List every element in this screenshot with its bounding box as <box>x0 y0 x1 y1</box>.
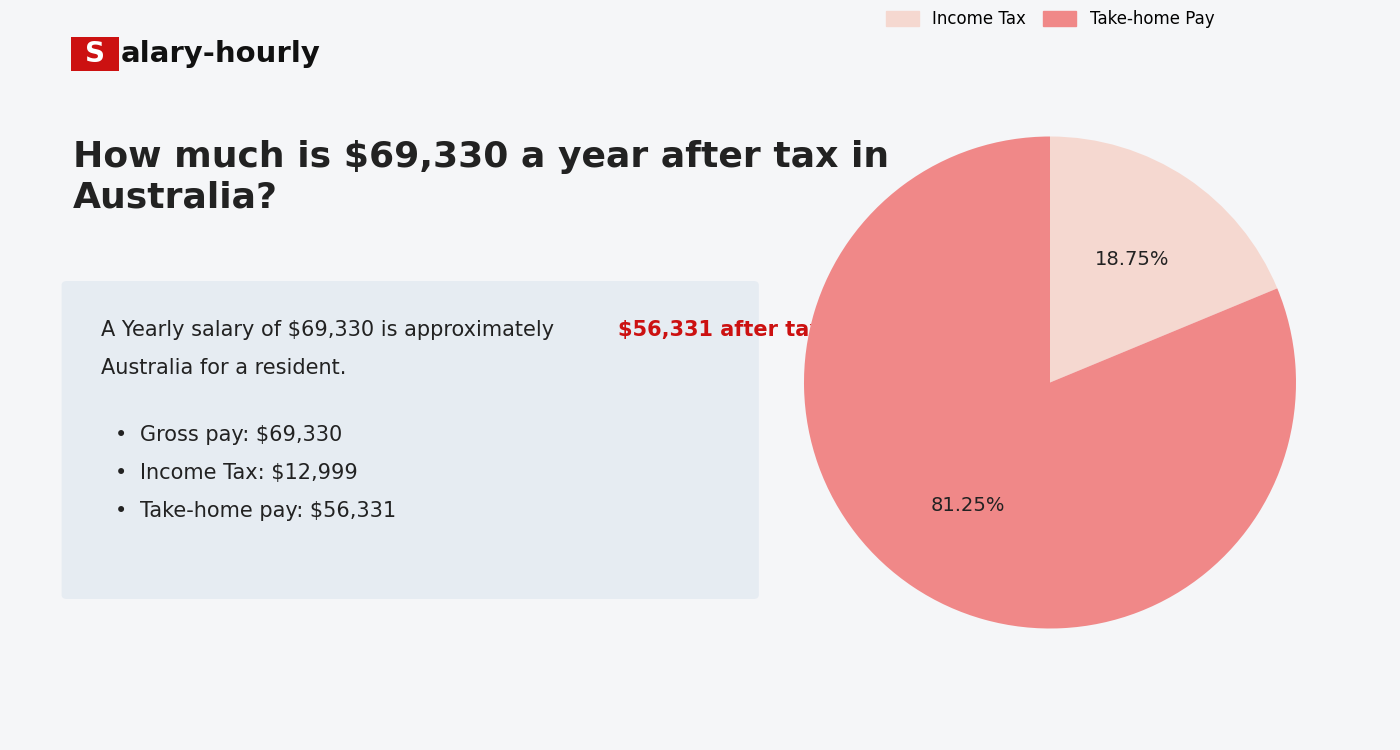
Text: •: • <box>115 425 127 445</box>
Text: Income Tax: $12,999: Income Tax: $12,999 <box>140 463 358 483</box>
Text: 81.25%: 81.25% <box>931 496 1005 514</box>
Text: S: S <box>85 40 105 68</box>
Text: Gross pay: $69,330: Gross pay: $69,330 <box>140 425 342 445</box>
Text: Australia?: Australia? <box>73 180 277 214</box>
Text: •: • <box>115 501 127 521</box>
Text: How much is $69,330 a year after tax in: How much is $69,330 a year after tax in <box>73 140 889 174</box>
Text: Take-home pay: $56,331: Take-home pay: $56,331 <box>140 501 396 521</box>
Text: alary-hourly: alary-hourly <box>120 40 321 68</box>
Text: Australia for a resident.: Australia for a resident. <box>101 358 346 378</box>
Text: 18.75%: 18.75% <box>1095 251 1169 269</box>
FancyBboxPatch shape <box>71 37 119 71</box>
Wedge shape <box>1050 136 1277 382</box>
Legend: Income Tax, Take-home Pay: Income Tax, Take-home Pay <box>879 4 1221 34</box>
Wedge shape <box>804 136 1296 628</box>
Text: in: in <box>818 320 844 340</box>
Text: $56,331 after tax: $56,331 after tax <box>619 320 823 340</box>
Text: •: • <box>115 463 127 483</box>
Text: A Yearly salary of $69,330 is approximately: A Yearly salary of $69,330 is approximat… <box>101 320 560 340</box>
FancyBboxPatch shape <box>62 281 759 599</box>
